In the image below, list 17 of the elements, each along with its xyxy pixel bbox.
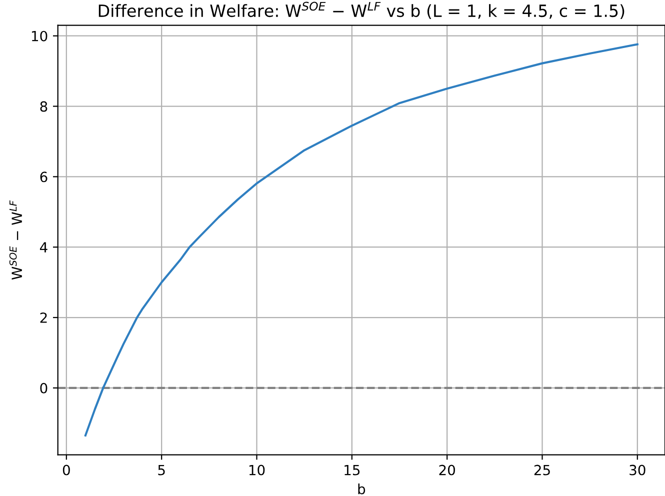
y-tick-label: 4 xyxy=(40,242,48,252)
x-axis-title: b xyxy=(358,484,366,494)
x-tick-label: 0 xyxy=(62,464,70,476)
y-tick-label: 10 xyxy=(32,30,48,42)
y-tick-label: 8 xyxy=(40,101,48,112)
y-axis-title: W$^{SOE}$ − W$^{LF}$ xyxy=(9,200,22,280)
x-tick-label: 30 xyxy=(630,464,646,476)
line-series xyxy=(84,43,638,437)
chart-title: Difference in Welfare: W$^{SOE}$ − W$^{LF}$ vs b (L = 1, k = 4.5, c = 1.5) xyxy=(98,2,624,20)
x-tick-label: 5 xyxy=(158,464,165,476)
y-tick-label: 6 xyxy=(40,172,48,182)
y-tick-label: 2 xyxy=(40,312,47,323)
x-tick-label: 10 xyxy=(249,464,265,476)
x-tick-label: 25 xyxy=(534,464,550,476)
y-tick-label: 0 xyxy=(40,382,48,394)
x-tick-label: 20 xyxy=(439,464,455,476)
x-tick-label: 15 xyxy=(344,464,360,476)
